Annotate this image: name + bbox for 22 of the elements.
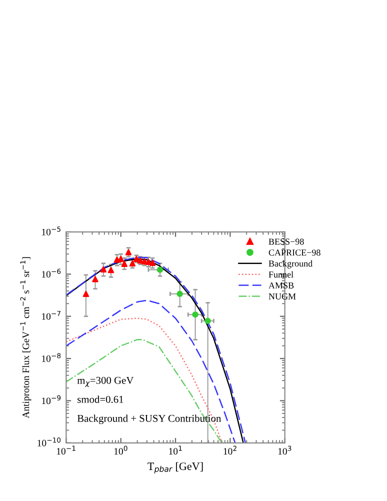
legend-label: Funnel bbox=[268, 271, 294, 278]
x-tick-label: 10$^{−1}$ bbox=[56, 446, 76, 455]
y-tick-label: 10$^{−10}$ bbox=[38, 437, 61, 446]
x-tick-label: 10$^{0}$ bbox=[114, 446, 128, 455]
legend-label: CAPRICE−98 bbox=[268, 250, 320, 256]
y-tick-label: 10$^{−7}$ bbox=[42, 310, 60, 320]
legend-label: NUGM bbox=[268, 293, 296, 300]
legend-label: BESS−98 bbox=[268, 238, 304, 245]
legend-label: AMSB bbox=[268, 282, 294, 289]
x-axis-title: T$_{pbar}$ [GeV] bbox=[148, 462, 203, 474]
y-tick-label: 10$^{−6}$ bbox=[42, 268, 61, 278]
legend-label: Background bbox=[268, 260, 312, 268]
text: Antiproton Flux [GeV$^{−1}$ cm$^{−2}$ s$^{−1}$ sr$^{−1}$] bbox=[20, 257, 32, 418]
annotation: Background + SUSY Contribution bbox=[77, 414, 222, 424]
annotation: m$_{χ}$=300 GeV bbox=[77, 376, 134, 388]
y-tick-label: 10$^{−9}$ bbox=[42, 395, 61, 404]
annotation: smod=0.61 bbox=[78, 396, 124, 403]
x-tick-label: 10$^{1}$ bbox=[169, 446, 182, 455]
y-tick-label: 10$^{−8}$ bbox=[42, 353, 61, 362]
y-tick-label: 10$^{−5}$ bbox=[42, 226, 60, 236]
x-tick-label: 10$^{2}$ bbox=[224, 446, 236, 455]
x-tick-label: 10$^{3}$ bbox=[278, 446, 292, 455]
